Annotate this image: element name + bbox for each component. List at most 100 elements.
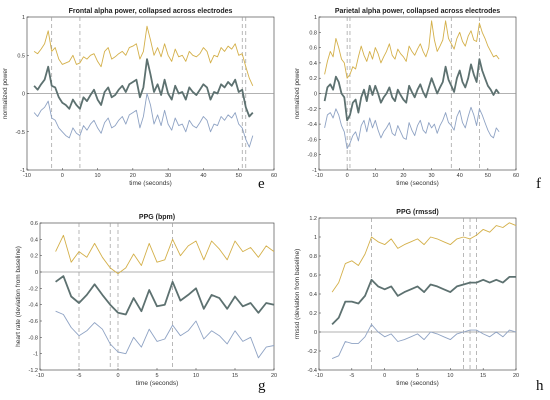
series-line-mean bbox=[331, 275, 516, 326]
y-tick-label: 0.6 bbox=[309, 273, 317, 279]
series-line-lower bbox=[33, 93, 254, 148]
x-axis-label: time (seconds) bbox=[396, 180, 439, 187]
series-line-upper bbox=[33, 25, 254, 86]
panel-h: -10 -5 0 5 10 15 20 -0.4 -0.2 0 0.2 0.4 0.6 0.8 1 1.2 PP… bbox=[294, 209, 544, 394]
y-tick-label: -1 bbox=[312, 168, 317, 174]
y-axis-label: heart rate (deviation from baseline) bbox=[15, 246, 22, 347]
x-axis-label: time (seconds) bbox=[136, 380, 179, 387]
chart-title: PPG (rmssd) bbox=[396, 209, 438, 216]
y-tick-label: -0.8 bbox=[29, 335, 38, 341]
y-tick-label: 1 bbox=[22, 15, 25, 21]
y-tick-label: -0.4 bbox=[29, 303, 38, 309]
series-line-mean bbox=[323, 58, 500, 122]
y-tick-label: 1.2 bbox=[309, 216, 317, 222]
x-tick-label: 50 bbox=[485, 173, 491, 179]
y-tick-label: 0.6 bbox=[309, 46, 317, 52]
panel-e: -10 0 10 20 30 40 50 60 -1 -0.5 0 0.5 1 Frontal alpha… bbox=[2, 8, 277, 192]
x-tick-label: 15 bbox=[232, 373, 238, 379]
panel-g: -10 -5 0 5 10 15 20 -1.2 -1 -0.8 -0.6 -0.4 -0.2 0 0.2 0… bbox=[15, 214, 277, 394]
x-tick-label: -5 bbox=[77, 373, 82, 379]
x-tick-label: 10 bbox=[372, 173, 378, 179]
y-tick-label: -0.6 bbox=[29, 319, 38, 325]
y-tick-label: -0.2 bbox=[29, 286, 38, 292]
x-tick-label: 5 bbox=[416, 373, 419, 379]
y-tick-label: 0.2 bbox=[30, 254, 38, 260]
y-axis-label: normalized power bbox=[294, 67, 301, 119]
x-tick-label: 20 bbox=[130, 173, 136, 179]
x-tick-label: 10 bbox=[447, 373, 453, 379]
y-tick-label: 0.5 bbox=[17, 53, 25, 59]
y-tick-label: 0 bbox=[314, 92, 317, 98]
y-tick-label: 1 bbox=[314, 15, 317, 21]
panel-label: f bbox=[536, 176, 541, 192]
series-line-upper bbox=[55, 234, 275, 275]
series-line-lower bbox=[324, 106, 500, 150]
y-tick-label: 0.2 bbox=[309, 311, 317, 317]
y-tick-label: -1 bbox=[20, 168, 25, 174]
x-tick-label: -10 bbox=[315, 173, 323, 179]
panel-label: e bbox=[258, 176, 265, 192]
y-tick-label: -1 bbox=[33, 352, 38, 358]
x-tick-label: 40 bbox=[200, 173, 206, 179]
y-tick-label: -0.5 bbox=[16, 130, 25, 136]
y-tick-label: -1.2 bbox=[29, 368, 38, 374]
x-tick-label: 0 bbox=[61, 173, 64, 179]
axes-frame bbox=[318, 217, 517, 371]
chart-title: Parietal alpha power, collapsed across e… bbox=[335, 8, 500, 15]
chart-title: Frontal alpha power, collapsed across el… bbox=[69, 8, 233, 15]
series-line-lower bbox=[55, 310, 275, 359]
x-tick-label: 10 bbox=[193, 373, 199, 379]
y-axis-label: normalized power bbox=[2, 67, 9, 119]
y-tick-label: 0.2 bbox=[309, 76, 317, 82]
y-tick-label: 1 bbox=[314, 235, 317, 241]
x-tick-label: 50 bbox=[236, 173, 242, 179]
x-tick-label: -10 bbox=[315, 373, 323, 379]
y-tick-label: -0.6 bbox=[308, 137, 317, 143]
series-line-lower bbox=[331, 323, 517, 360]
y-tick-label: -0.4 bbox=[308, 122, 317, 128]
y-tick-label: 0.6 bbox=[30, 221, 38, 227]
series-line-mean bbox=[33, 58, 254, 118]
x-tick-label: -10 bbox=[36, 373, 44, 379]
y-tick-label: 0.4 bbox=[309, 61, 317, 67]
x-tick-label: 10 bbox=[95, 173, 101, 179]
x-tick-label: 0 bbox=[383, 373, 386, 379]
panel-f: -10 0 10 20 30 40 50 60 -1 -0.8 -0.6 -0.4 -0.2 0 0.2 0.… bbox=[294, 8, 541, 192]
y-axis-label: rmssd (deviation from baseline) bbox=[294, 249, 301, 340]
y-tick-label: 0.8 bbox=[309, 30, 317, 36]
x-tick-label: 20 bbox=[400, 173, 406, 179]
x-tick-label: 15 bbox=[480, 373, 486, 379]
series-line-upper bbox=[324, 20, 500, 79]
x-tick-label: -10 bbox=[23, 173, 31, 179]
x-tick-label: 40 bbox=[457, 173, 463, 179]
axes-frame bbox=[39, 222, 275, 371]
y-tick-label: -0.2 bbox=[308, 349, 317, 355]
panel-label: g bbox=[258, 378, 266, 394]
y-tick-label: 0 bbox=[22, 92, 25, 98]
x-tick-label: 60 bbox=[271, 173, 277, 179]
y-tick-label: 0.4 bbox=[30, 237, 38, 243]
panel-label: h bbox=[536, 378, 544, 394]
chart-title: PPG (bpm) bbox=[139, 214, 175, 221]
x-tick-label: 30 bbox=[429, 173, 435, 179]
y-tick-label: -0.4 bbox=[308, 368, 317, 374]
x-axis-label: time (seconds) bbox=[396, 380, 439, 387]
series-line-upper bbox=[331, 222, 517, 293]
y-tick-label: 0.4 bbox=[309, 292, 317, 298]
x-axis-label: time (seconds) bbox=[129, 180, 172, 187]
y-tick-label: 0 bbox=[314, 330, 317, 336]
x-tick-label: 20 bbox=[513, 373, 519, 379]
x-tick-label: 0 bbox=[346, 173, 349, 179]
y-tick-label: -0.2 bbox=[308, 107, 317, 113]
y-tick-label: -0.8 bbox=[308, 153, 317, 159]
y-tick-label: 0.8 bbox=[309, 254, 317, 260]
x-tick-label: 5 bbox=[155, 373, 158, 379]
x-tick-label: 20 bbox=[271, 373, 277, 379]
x-tick-label: 60 bbox=[513, 173, 519, 179]
x-tick-label: 30 bbox=[165, 173, 171, 179]
x-tick-label: -5 bbox=[349, 373, 354, 379]
x-tick-label: 0 bbox=[116, 373, 119, 379]
y-tick-label: 0 bbox=[35, 270, 38, 276]
series-line-mean bbox=[55, 275, 275, 316]
